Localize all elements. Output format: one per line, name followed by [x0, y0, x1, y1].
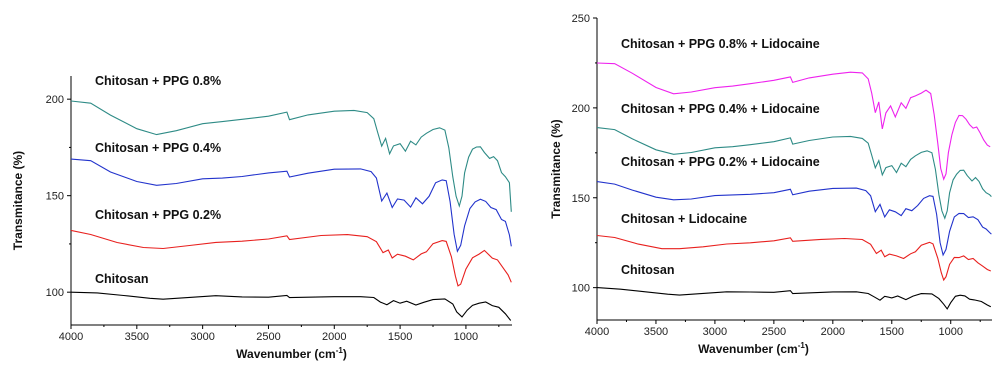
- chart2-x-axis-title: Wavenumber (cm-1): [698, 341, 809, 356]
- chart2-x-tick-label: 4000: [585, 326, 609, 338]
- chart1-x-axis-title: Wavenumber (cm-1): [236, 346, 347, 361]
- chart1-x-tick-label: 4000: [59, 331, 83, 343]
- chart2-x-tick-label: 1000: [938, 326, 962, 338]
- chart2-series-line-chitosan-ppg-0-2-lidocaine: [597, 181, 992, 257]
- chart1-x-tick-label: 1000: [454, 331, 478, 343]
- chart2-x-tick-label: 2500: [762, 326, 786, 338]
- chart2-series-label-chitosan-ppg-0-2-lidocaine: Chitosan + PPG 0.2% + Lidocaine: [621, 155, 820, 169]
- chart1-series-line-chitosan-ppg-0-8: [71, 100, 512, 212]
- chart1-series-label-chitosan: Chitosan: [95, 272, 148, 286]
- chart2-series-label-chitosan: Chitosan: [621, 263, 674, 277]
- chart2-y-axis-title: Transmitance (%): [549, 119, 563, 218]
- chart1-y-tick-label: 200: [46, 94, 64, 106]
- chart2-series-line-chitosan-lidocaine: [597, 234, 992, 282]
- chart1-series-label-chitosan-ppg-0-8: Chitosan + PPG 0.8%: [95, 74, 221, 88]
- chart1-y-tick-label: 150: [46, 191, 64, 203]
- chart1-series-line-chitosan-ppg-0-2: [71, 229, 512, 287]
- chart2-series-line-chitosan: [597, 287, 992, 310]
- chart1-x-tick-label: 1500: [388, 331, 412, 343]
- chart2-series-label-chitosan-ppg-0-8-lidocaine: Chitosan + PPG 0.8% + Lidocaine: [621, 37, 820, 51]
- chart1-series-label-chitosan-ppg-0-4: Chitosan + PPG 0.4%: [95, 141, 221, 155]
- chart2-series-line-chitosan-ppg-0-4-lidocaine: [597, 127, 992, 220]
- chart2-x-tick-label: 2000: [821, 326, 845, 338]
- chart1-x-tick-label: 3500: [125, 331, 149, 343]
- chart2-y-tick-label: 250: [572, 13, 590, 25]
- chart1-x-tick-label: 3000: [190, 331, 214, 343]
- chart2-y-tick-label: 150: [572, 193, 590, 205]
- chart1-x-tick-label: 2000: [322, 331, 346, 343]
- chart1-x-tick-label: 2500: [256, 331, 280, 343]
- chart2-series-line-chitosan-ppg-0-8-lidocaine: [597, 62, 991, 181]
- chart1-y-tick-label: 100: [46, 287, 64, 299]
- chart2-series-label-chitosan-ppg-0-4-lidocaine: Chitosan + PPG 0.4% + Lidocaine: [621, 102, 820, 116]
- chart1-y-axis-title: Transmitance (%): [11, 151, 25, 250]
- chart1-series-label-chitosan-ppg-0-2: Chitosan + PPG 0.2%: [95, 208, 221, 222]
- chart2-x-tick-label: 3500: [644, 326, 668, 338]
- chart2-x-tick-label: 3000: [703, 326, 727, 338]
- chart1-series-line-chitosan: [71, 291, 512, 321]
- chart2-y-tick-label: 100: [572, 283, 590, 295]
- chart2-series-label-chitosan-lidocaine: Chitosan + Lidocaine: [621, 212, 747, 226]
- chart2-x-tick-label: 1500: [880, 326, 904, 338]
- chart2-y-tick-label: 200: [572, 103, 590, 115]
- chart1-series-line-chitosan-ppg-0-4: [71, 158, 512, 253]
